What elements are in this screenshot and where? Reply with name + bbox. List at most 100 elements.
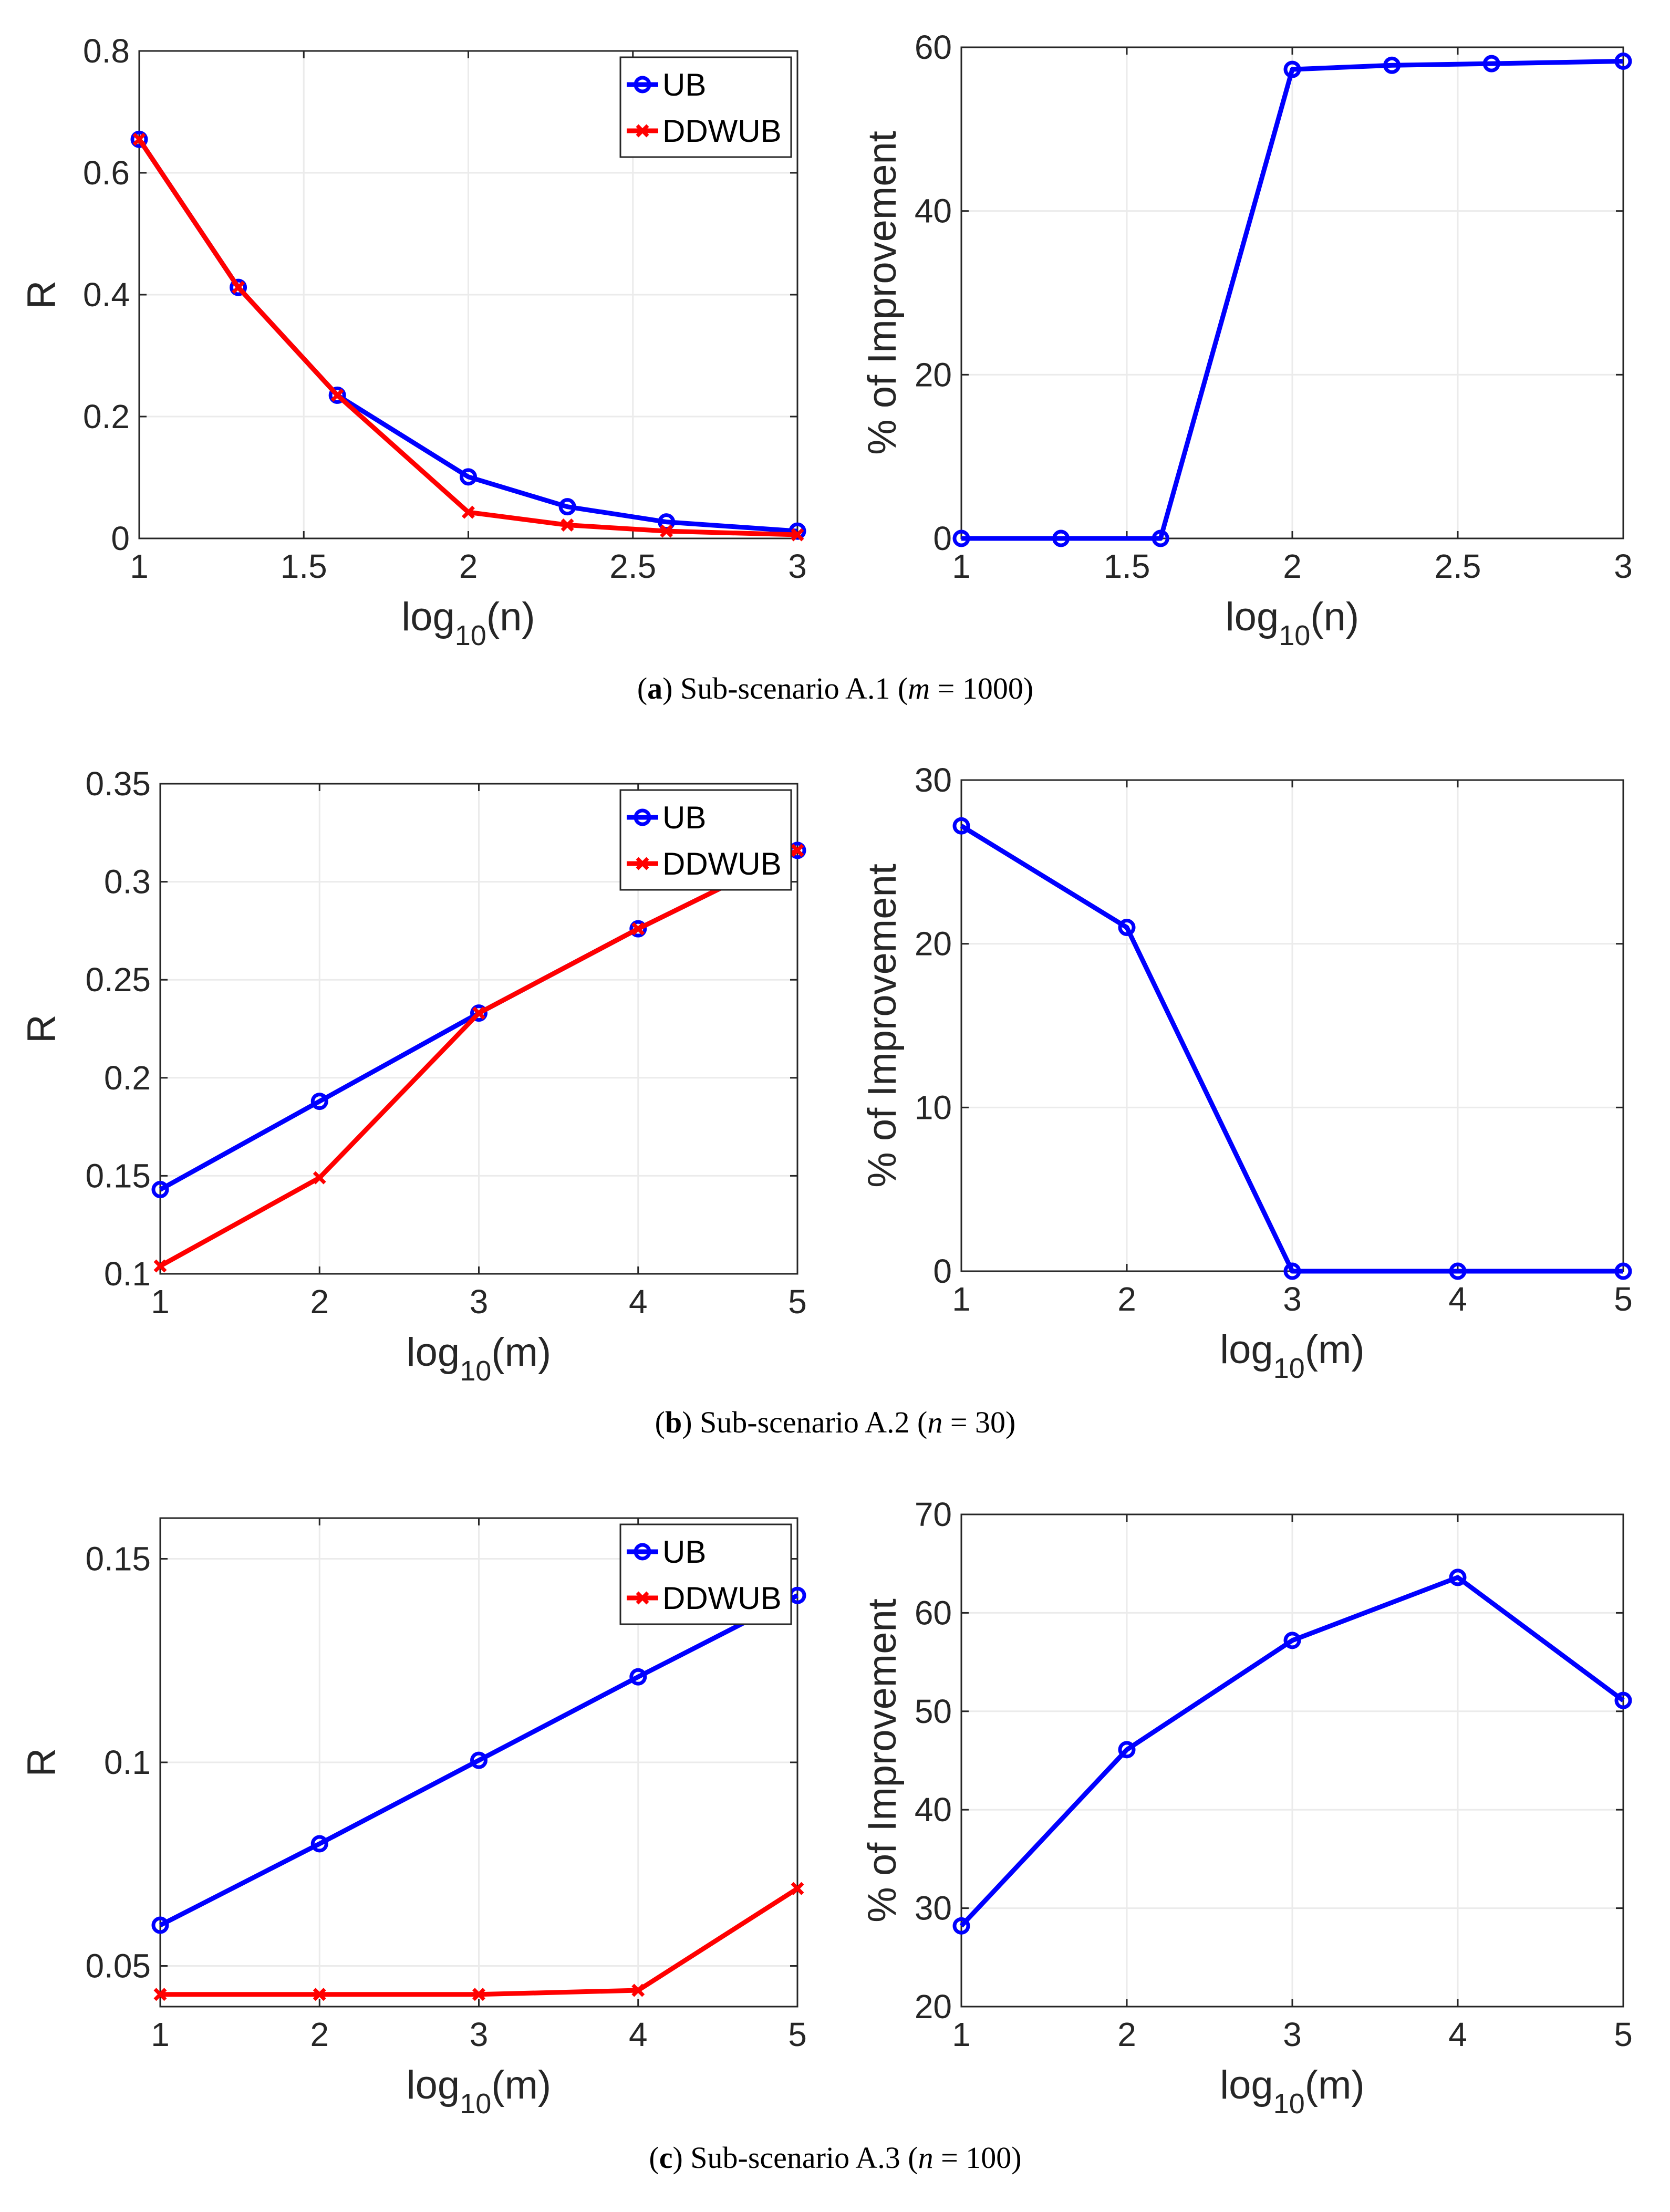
- data-point: [1283, 60, 1301, 78]
- data-point: [1449, 1569, 1467, 1586]
- x-tick-label: 5: [1614, 1280, 1633, 1318]
- subfigure-caption: (c) Sub-scenario A.3 (n = 100): [649, 2141, 1021, 2175]
- y-axis-label: % of Improvement: [860, 864, 905, 1188]
- data-point: [629, 1668, 647, 1686]
- x-tick-label: 1: [130, 547, 149, 585]
- data-point: [561, 518, 574, 532]
- subfigure-caption: (b) Sub-scenario A.2 (n = 30): [655, 1405, 1016, 1439]
- legend-marker: [634, 76, 651, 94]
- y-tick-label: 0.3: [104, 863, 151, 901]
- data-point: [153, 1988, 167, 2001]
- data-point: [1118, 919, 1136, 936]
- y-axis-label: R: [19, 1014, 64, 1043]
- x-tick-label: 4: [629, 2016, 648, 2053]
- data-point: [629, 920, 647, 938]
- legend-label: UB: [662, 800, 706, 835]
- y-tick-label: 30: [915, 761, 952, 799]
- y-tick-label: 0.2: [83, 398, 130, 435]
- y-tick-label: 20: [915, 356, 952, 393]
- x-tick-label: 1: [151, 1283, 170, 1321]
- legend-marker: [634, 1543, 651, 1561]
- y-axis-label: % of Improvement: [860, 131, 905, 455]
- legend-label: UB: [662, 67, 706, 102]
- x-tick-label: 2: [1283, 547, 1302, 585]
- legend-label: DDWUB: [662, 846, 782, 881]
- data-point: [472, 1006, 485, 1020]
- x-tick-label: 4: [1448, 2016, 1467, 2053]
- x-tick-label: 1: [952, 2016, 971, 2053]
- y-tick-label: 20: [915, 1988, 952, 2026]
- data-point: [791, 528, 804, 542]
- data-point: [132, 132, 146, 146]
- y-tick-label: 0.6: [83, 154, 130, 192]
- data-point: [1614, 52, 1632, 70]
- y-tick-label: 0.05: [85, 1947, 151, 1985]
- y-tick-label: 40: [915, 192, 952, 230]
- data-point: [952, 817, 970, 835]
- y-tick-label: 0: [111, 520, 130, 557]
- x-axis-label: log10(m): [407, 2063, 551, 2120]
- series-line-improvement: [959, 1575, 1625, 1928]
- chart-b-left: 1 2 3 4 5 0.1 0.15 0.2 0.25 0.3 0.35 log10(m) R UB DDW…: [19, 765, 807, 1387]
- y-tick-label: 0.35: [85, 765, 151, 803]
- x-tick-label: 5: [788, 2016, 807, 2053]
- legend-marker: [634, 808, 651, 826]
- data-point: [1383, 56, 1401, 74]
- y-tick-label: 70: [915, 1496, 952, 1533]
- data-point: [330, 388, 344, 402]
- data-point: [1283, 1632, 1301, 1649]
- chart-b-right: 1 2 3 4 5 0 10 20 30 log10(m) % of Improvement: [860, 761, 1633, 1384]
- y-axis-label: R: [19, 1748, 64, 1777]
- x-tick-label: 1: [952, 1280, 971, 1318]
- x-tick-label: 2.5: [609, 547, 656, 585]
- data-point: [1614, 1262, 1632, 1280]
- legend-label: DDWUB: [662, 1581, 782, 1616]
- data-point: [1482, 55, 1500, 72]
- legend: UB DDWUB: [619, 789, 792, 891]
- y-tick-label: 0.25: [85, 961, 151, 999]
- data-point: [151, 1181, 169, 1199]
- x-tick-label: 4: [1448, 1280, 1467, 1318]
- x-tick-label: 2: [1117, 1280, 1136, 1318]
- x-tick-label: 3: [1614, 547, 1633, 585]
- x-tick-label: 3: [788, 547, 807, 585]
- y-tick-label: 0.1: [104, 1743, 151, 1781]
- x-tick-label: 3: [1283, 2016, 1302, 2053]
- data-point: [1449, 1262, 1467, 1280]
- data-point: [1052, 529, 1070, 547]
- x-axis-label: log10(n): [1226, 595, 1359, 651]
- data-point: [1283, 1262, 1301, 1280]
- data-point: [470, 1751, 487, 1769]
- data-point: [558, 498, 576, 516]
- legend: UB DDWUB: [619, 56, 792, 158]
- data-point: [791, 1882, 804, 1895]
- data-point: [631, 922, 645, 936]
- y-tick-label: 0: [933, 1252, 952, 1290]
- data-point: [952, 1917, 970, 1935]
- y-tick-label: 0.15: [85, 1157, 151, 1195]
- x-axis-label: log10(m): [1220, 1327, 1364, 1384]
- data-point: [310, 1835, 328, 1853]
- x-tick-label: 1: [952, 547, 971, 585]
- x-tick-label: 1: [151, 2016, 170, 2053]
- y-axis-label: % of Improvement: [860, 1598, 905, 1923]
- data-point: [462, 505, 475, 519]
- legend-label: DDWUB: [662, 113, 782, 149]
- y-tick-label: 30: [915, 1889, 952, 1927]
- x-tick-label: 5: [788, 1283, 807, 1321]
- chart-c-left: 1 2 3 4 5 0.05 0.1 0.15 log10(m) R UB DDWUB: [19, 1517, 807, 2120]
- y-tick-label: 20: [915, 925, 952, 963]
- data-point: [310, 1093, 328, 1110]
- chart-c-right: 1 2 3 4 5 20 30 40 50 60 70 log10(m) % of Improvemen…: [860, 1496, 1633, 2120]
- data-point: [952, 529, 970, 547]
- legend-label: UB: [662, 1534, 706, 1570]
- y-tick-label: 0.15: [85, 1540, 151, 1578]
- y-tick-label: 0.2: [104, 1059, 151, 1097]
- subfigure-caption: (a) Sub-scenario A.1 (m = 1000): [637, 671, 1033, 705]
- data-point: [460, 468, 477, 486]
- x-axis-label: log10(n): [401, 595, 535, 651]
- legend-box: [619, 56, 792, 158]
- data-point: [230, 278, 247, 296]
- x-tick-label: 3: [1283, 1280, 1302, 1318]
